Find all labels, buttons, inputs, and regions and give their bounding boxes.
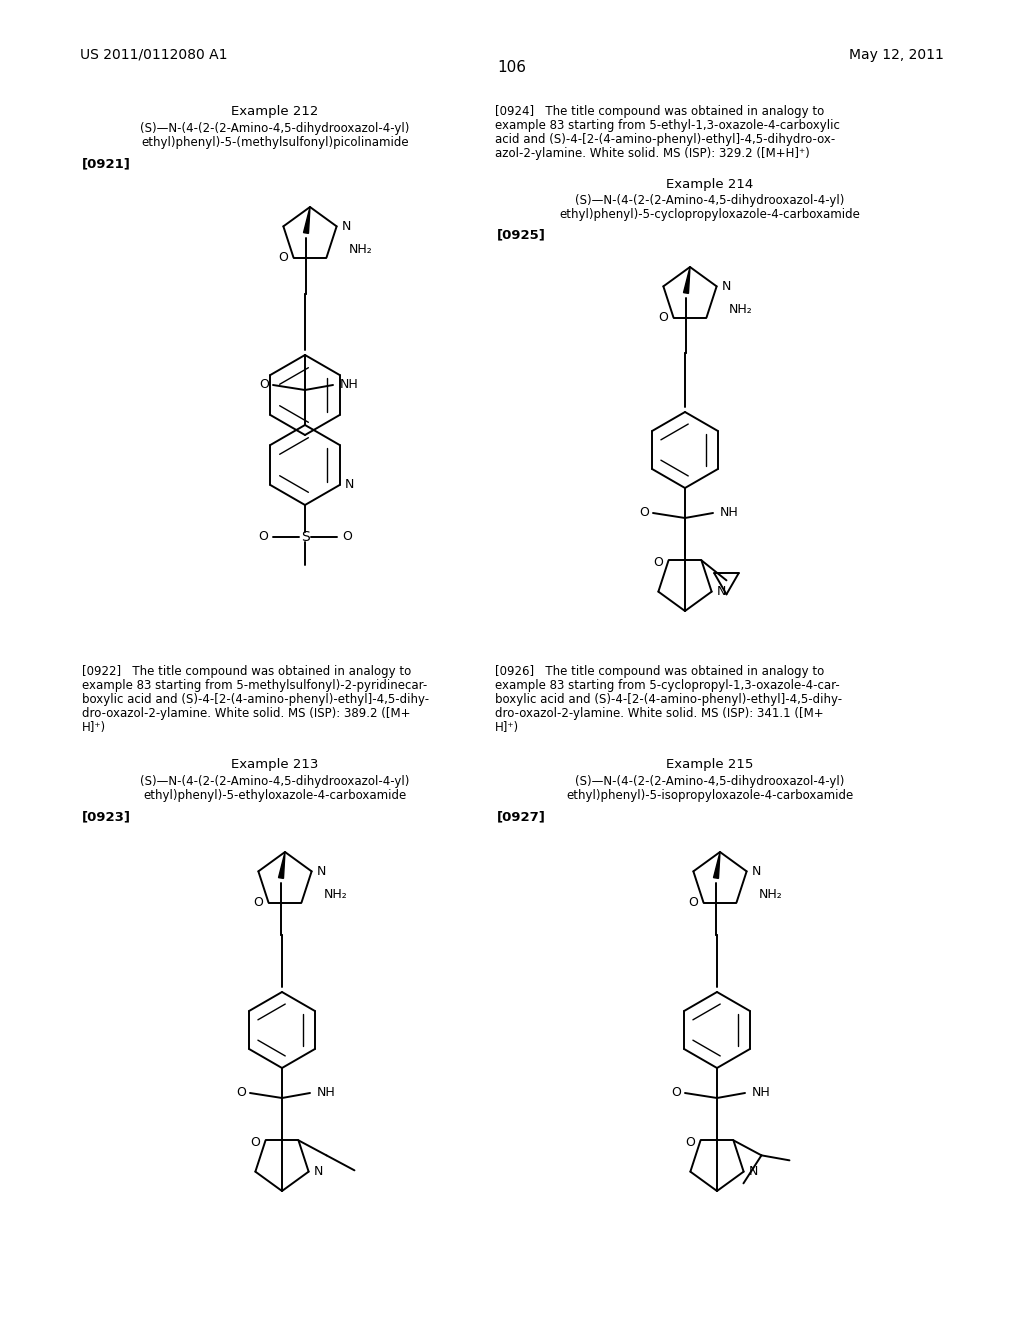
Text: boxylic acid and (S)-4-[2-(4-amino-phenyl)-ethyl]-4,5-dihy-: boxylic acid and (S)-4-[2-(4-amino-pheny… bbox=[495, 693, 842, 706]
Text: O: O bbox=[237, 1086, 246, 1100]
Text: Example 215: Example 215 bbox=[667, 758, 754, 771]
Text: [0924]   The title compound was obtained in analogy to: [0924] The title compound was obtained i… bbox=[495, 106, 824, 117]
Text: Example 214: Example 214 bbox=[667, 178, 754, 191]
Text: N: N bbox=[314, 1166, 324, 1179]
Text: O: O bbox=[258, 531, 268, 544]
Text: May 12, 2011: May 12, 2011 bbox=[849, 48, 944, 62]
Text: boxylic acid and (S)-4-[2-(4-amino-phenyl)-ethyl]-4,5-dihy-: boxylic acid and (S)-4-[2-(4-amino-pheny… bbox=[82, 693, 429, 706]
Text: N: N bbox=[342, 220, 351, 232]
Text: (S)—N-(4-(2-(2-Amino-4,5-dihydrooxazol-4-yl): (S)—N-(4-(2-(2-Amino-4,5-dihydrooxazol-4… bbox=[575, 194, 845, 207]
Text: O: O bbox=[686, 1135, 695, 1148]
Text: NH: NH bbox=[752, 1086, 770, 1100]
Text: example 83 starting from 5-cyclopropyl-1,3-oxazole-4-car-: example 83 starting from 5-cyclopropyl-1… bbox=[495, 678, 840, 692]
Text: US 2011/0112080 A1: US 2011/0112080 A1 bbox=[80, 48, 227, 62]
Polygon shape bbox=[279, 851, 285, 878]
Text: NH₂: NH₂ bbox=[759, 888, 782, 902]
Text: 106: 106 bbox=[498, 61, 526, 75]
Text: ethyl)phenyl)-5-isopropyloxazole-4-carboxamide: ethyl)phenyl)-5-isopropyloxazole-4-carbo… bbox=[566, 789, 854, 803]
Text: dro-oxazol-2-ylamine. White solid. MS (ISP): 341.1 ([M+: dro-oxazol-2-ylamine. White solid. MS (I… bbox=[495, 708, 823, 719]
Text: O: O bbox=[342, 531, 352, 544]
Text: Example 212: Example 212 bbox=[231, 106, 318, 117]
Text: (S)—N-(4-(2-(2-Amino-4,5-dihydrooxazol-4-yl): (S)—N-(4-(2-(2-Amino-4,5-dihydrooxazol-4… bbox=[140, 121, 410, 135]
Text: N: N bbox=[345, 479, 354, 491]
Text: example 83 starting from 5-ethyl-1,3-oxazole-4-carboxylic: example 83 starting from 5-ethyl-1,3-oxa… bbox=[495, 119, 840, 132]
Text: O: O bbox=[658, 312, 669, 325]
Text: N: N bbox=[317, 865, 327, 878]
Text: [0926]   The title compound was obtained in analogy to: [0926] The title compound was obtained i… bbox=[495, 665, 824, 678]
Text: Example 213: Example 213 bbox=[231, 758, 318, 771]
Text: ethyl)phenyl)-5-cyclopropyloxazole-4-carboxamide: ethyl)phenyl)-5-cyclopropyloxazole-4-car… bbox=[559, 209, 860, 220]
Text: N: N bbox=[749, 1166, 759, 1179]
Text: O: O bbox=[254, 896, 263, 909]
Text: NH: NH bbox=[316, 1086, 336, 1100]
Text: O: O bbox=[251, 1135, 260, 1148]
Text: (S)—N-(4-(2-(2-Amino-4,5-dihydrooxazol-4-yl): (S)—N-(4-(2-(2-Amino-4,5-dihydrooxazol-4… bbox=[575, 775, 845, 788]
Text: dro-oxazol-2-ylamine. White solid. MS (ISP): 389.2 ([M+: dro-oxazol-2-ylamine. White solid. MS (I… bbox=[82, 708, 411, 719]
Text: NH: NH bbox=[340, 379, 358, 392]
Text: N: N bbox=[752, 865, 761, 878]
Text: (S)—N-(4-(2-(2-Amino-4,5-dihydrooxazol-4-yl): (S)—N-(4-(2-(2-Amino-4,5-dihydrooxazol-4… bbox=[140, 775, 410, 788]
Text: example 83 starting from 5-methylsulfonyl)-2-pyridinecar-: example 83 starting from 5-methylsulfony… bbox=[82, 678, 427, 692]
Text: N: N bbox=[722, 280, 731, 293]
Text: ethyl)phenyl)-5-ethyloxazole-4-carboxamide: ethyl)phenyl)-5-ethyloxazole-4-carboxami… bbox=[143, 789, 407, 803]
Polygon shape bbox=[303, 207, 310, 234]
Text: O: O bbox=[671, 1086, 681, 1100]
Text: S: S bbox=[301, 531, 309, 544]
Text: [0925]: [0925] bbox=[497, 228, 546, 242]
Text: NH₂: NH₂ bbox=[348, 243, 372, 256]
Text: O: O bbox=[688, 896, 698, 909]
Text: NH₂: NH₂ bbox=[728, 304, 753, 317]
Text: NH: NH bbox=[720, 507, 738, 520]
Text: H]⁺): H]⁺) bbox=[495, 721, 519, 734]
Polygon shape bbox=[684, 267, 690, 293]
Text: H]⁺): H]⁺) bbox=[82, 721, 106, 734]
Text: O: O bbox=[639, 507, 649, 520]
Text: [0922]   The title compound was obtained in analogy to: [0922] The title compound was obtained i… bbox=[82, 665, 412, 678]
Polygon shape bbox=[714, 851, 720, 878]
Text: [0921]: [0921] bbox=[82, 157, 131, 170]
Text: O: O bbox=[279, 251, 289, 264]
Text: O: O bbox=[653, 556, 664, 569]
Text: acid and (S)-4-[2-(4-amino-phenyl)-ethyl]-4,5-dihydro-ox-: acid and (S)-4-[2-(4-amino-phenyl)-ethyl… bbox=[495, 133, 836, 147]
Text: N: N bbox=[717, 585, 726, 598]
Text: [0923]: [0923] bbox=[82, 810, 131, 822]
Text: [0927]: [0927] bbox=[497, 810, 546, 822]
Text: O: O bbox=[259, 379, 269, 392]
Text: ethyl)phenyl)-5-(methylsulfonyl)picolinamide: ethyl)phenyl)-5-(methylsulfonyl)picolina… bbox=[141, 136, 409, 149]
Text: NH₂: NH₂ bbox=[324, 888, 347, 902]
Text: azol-2-ylamine. White solid. MS (ISP): 329.2 ([M+H]⁺): azol-2-ylamine. White solid. MS (ISP): 3… bbox=[495, 147, 810, 160]
